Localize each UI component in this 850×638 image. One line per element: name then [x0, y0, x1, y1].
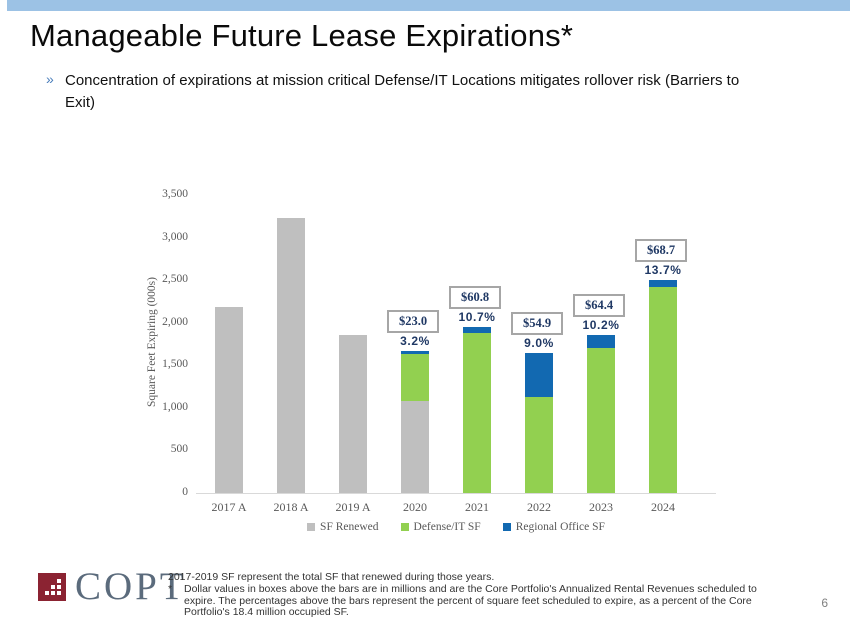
bar-segment-defense-it-sf: [525, 396, 553, 493]
bar-segment-defense-it-sf: [587, 348, 615, 493]
footnote-line2: * Dollar values in boxes above the bars …: [168, 582, 780, 619]
bar-percent-label: 9.0%: [524, 335, 554, 350]
bar-segment-defense-it-sf: [401, 354, 429, 402]
legend-swatch-icon: [400, 523, 409, 531]
x-axis-category-label: 2024: [651, 500, 675, 514]
y-axis-tick-label: 500: [170, 443, 188, 456]
copt-logo-dots-icon: [57, 579, 61, 583]
legend-swatch-icon: [502, 523, 511, 531]
bar-segment-regional-office-sf: [525, 352, 553, 397]
chart-legend: SF Renewed Defense/IT SF Regional Office S…: [196, 521, 716, 533]
bar-segment-regional-office-sf: [401, 350, 429, 355]
bar-segment-sf-renewed: [401, 401, 429, 493]
bullet-chevron-icon: »: [46, 71, 54, 87]
bar-dollar-box: $23.0: [387, 309, 439, 333]
bar-percent-label: 3.2%: [400, 333, 430, 348]
bullet-text: Concentration of expirations at mission …: [65, 72, 740, 111]
bar-dollar-box: $54.9: [511, 311, 563, 335]
page-number: 6: [821, 596, 828, 610]
y-axis-tick-label: 3,500: [162, 188, 188, 200]
bar-percent-label: 10.2%: [582, 318, 620, 333]
bar-segment-sf-renewed: [339, 335, 367, 493]
copt-logo-mark-icon: [38, 573, 66, 601]
legend-label: Defense/IT SF: [413, 521, 481, 533]
slide-title: Manageable Future Lease Expirations*: [30, 18, 574, 53]
y-axis-title: Square Feet Expiring (000s): [146, 277, 158, 407]
bar-percent-label: 13.7%: [644, 263, 682, 278]
footnote-block: 2017-2019 SF represent the total SF that…: [168, 571, 780, 619]
bar-segment-defense-it-sf: [463, 332, 491, 493]
bar-segment-regional-office-sf: [463, 326, 491, 333]
y-axis-tick-label: 3,000: [162, 230, 188, 243]
bar-segment-regional-office-sf: [649, 280, 677, 287]
legend-item: SF Renewed: [307, 521, 379, 533]
legend-label: SF Renewed: [320, 521, 379, 533]
x-axis-line: [196, 493, 716, 494]
copt-logo: COPT: [38, 565, 187, 608]
bar-segment-sf-renewed: [277, 217, 305, 493]
x-axis-category-label: 2019 A: [335, 500, 371, 514]
bar-dollar-box: $60.8: [449, 285, 501, 309]
copt-logo-text: COPT: [75, 565, 187, 608]
bar-segment-regional-office-sf: [587, 335, 615, 349]
x-axis-category-label: 2017 A: [211, 500, 247, 514]
legend-item: Defense/IT SF: [400, 521, 481, 533]
x-axis-category-label: 2023: [589, 500, 613, 514]
bar-dollar-box: $64.4: [573, 294, 625, 318]
footnote-line2-text: Dollar values in boxes above the bars ar…: [184, 582, 757, 619]
bar-dollar-box: $68.7: [635, 239, 687, 263]
x-axis-category-label: 2018 A: [273, 500, 309, 514]
y-axis-tick-label: 1,500: [162, 358, 188, 371]
bar-segment-sf-renewed: [215, 307, 243, 493]
footnote-asterisk: *: [168, 582, 173, 595]
y-axis-tick-label: 1,000: [162, 400, 188, 413]
legend-item: Regional Office SF: [502, 521, 605, 533]
footnote-line1: 2017-2019 SF represent the total SF that…: [168, 571, 495, 583]
legend-swatch-icon: [307, 523, 316, 531]
y-axis-tick-label: 2,500: [162, 273, 188, 286]
y-axis-tick-label: 0: [182, 486, 188, 498]
top-accent-bar: [7, 0, 850, 11]
x-axis-category-label: 2021: [465, 500, 489, 514]
y-axis-tick-label: 2,000: [162, 315, 188, 328]
bar-segment-defense-it-sf: [649, 286, 677, 493]
bar-percent-label: 10.7%: [458, 309, 496, 324]
legend-label: Regional Office SF: [515, 521, 605, 533]
x-axis-category-label: 2022: [527, 500, 551, 514]
x-axis-category-label: 2020: [403, 500, 427, 514]
